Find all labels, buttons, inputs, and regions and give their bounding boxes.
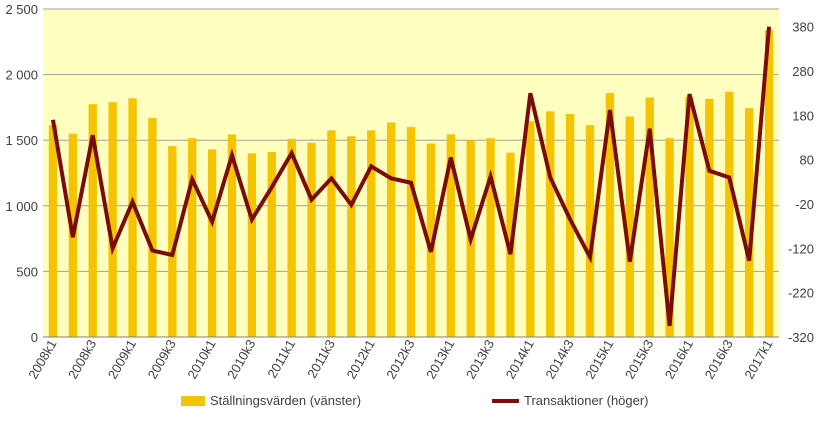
x-tick-label: 2016k3: [702, 337, 736, 381]
right-tick-label: -20: [795, 197, 814, 212]
right-tick-label: -320: [788, 330, 814, 345]
left-tick-label: 2 000: [5, 68, 38, 83]
x-tick-label: 2010k1: [184, 337, 218, 381]
right-axis-tick-labels: 380 280 180 80 -20 -120 -220 -320: [788, 20, 814, 345]
left-tick-label: 0: [31, 330, 38, 345]
x-tick-label: 2011k3: [304, 337, 338, 381]
right-tick-label: -220: [788, 286, 814, 301]
bar: [287, 139, 295, 337]
left-tick-label: 1 500: [5, 133, 38, 148]
bar: [367, 130, 375, 337]
legend-label-line: Transaktioner (höger): [524, 393, 649, 408]
left-tick-label: 1 000: [5, 199, 38, 214]
bar: [248, 153, 256, 337]
bar: [327, 130, 335, 337]
x-tick-label: 2009k3: [145, 337, 179, 381]
bar: [387, 122, 395, 337]
x-tick-label: 2009k1: [105, 337, 139, 381]
legend-label-bars: Ställningsvärden (vänster): [210, 393, 361, 408]
x-tick-label: 2013k1: [423, 337, 457, 381]
x-tick-label: 2016k1: [662, 337, 696, 381]
bar: [526, 121, 534, 337]
right-tick-label: 280: [792, 64, 814, 79]
bar: [486, 138, 494, 337]
bar: [49, 125, 57, 337]
left-axis-tick-labels: 0 500 1 000 1 500 2 000 2 500: [5, 2, 38, 345]
bar: [188, 138, 196, 337]
x-tick-label: 2011k1: [264, 337, 298, 381]
bar: [108, 102, 116, 337]
left-tick-label: 500: [16, 264, 38, 279]
bar: [128, 98, 136, 337]
bar: [705, 99, 713, 337]
right-tick-label: 380: [792, 20, 814, 35]
x-tick-label: 2013k3: [463, 337, 497, 381]
x-tick-label: 2015k1: [582, 337, 616, 381]
bar: [208, 149, 216, 337]
left-tick-label: 2 500: [5, 2, 38, 17]
x-tick-label: 2017k1: [741, 337, 775, 381]
x-tick-label: 2012k3: [383, 337, 417, 381]
right-tick-label: 80: [800, 153, 814, 168]
right-tick-label: -120: [788, 241, 814, 256]
x-tick-label: 2014k1: [503, 337, 537, 381]
bar: [407, 127, 415, 337]
right-tick-label: 180: [792, 108, 814, 123]
bar: [546, 111, 554, 337]
x-tick-label: 2008k3: [65, 337, 99, 381]
x-tick-label: 2010k3: [224, 337, 258, 381]
x-tick-label: 2012k1: [343, 337, 377, 381]
bar: [148, 118, 156, 337]
x-tick-label: 2014k3: [542, 337, 576, 381]
legend: Ställningsvärden (vänster) Transaktioner…: [181, 393, 649, 408]
bar: [725, 92, 733, 337]
bar: [347, 136, 355, 337]
legend-swatch-bars: [181, 396, 205, 406]
x-tick-label: 2015k3: [622, 337, 656, 381]
bar: [307, 143, 315, 337]
